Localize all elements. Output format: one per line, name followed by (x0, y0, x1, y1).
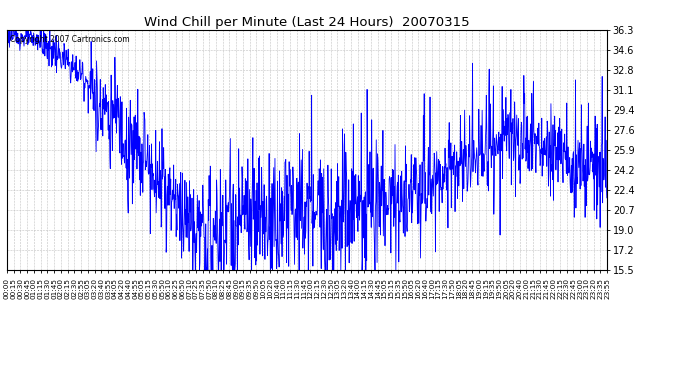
Title: Wind Chill per Minute (Last 24 Hours)  20070315: Wind Chill per Minute (Last 24 Hours) 20… (144, 16, 470, 29)
Text: Copyright 2007 Cartronics.com: Copyright 2007 Cartronics.com (10, 35, 130, 44)
